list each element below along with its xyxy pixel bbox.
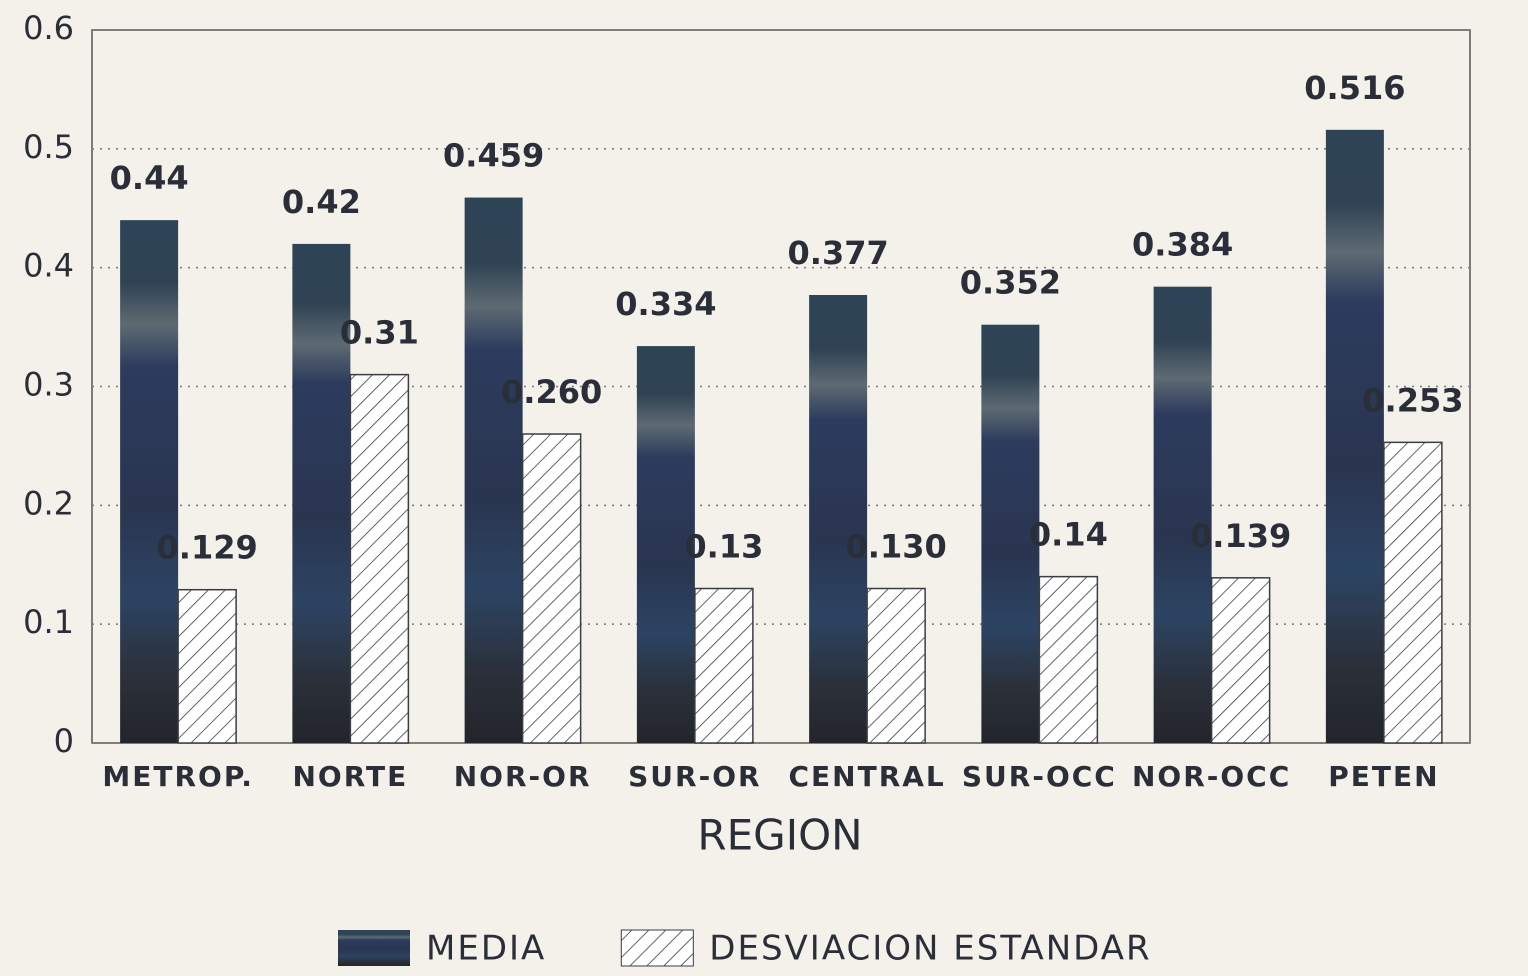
data-label: 0.14 [1029,516,1108,554]
data-label: 0.42 [282,183,361,221]
x-tick-label: CENTRAL [788,760,945,793]
x-tick-label: METROP. [102,760,253,793]
bar [1383,441,1443,744]
legend-swatch [620,929,694,967]
bar [866,587,926,744]
y-tick-label: 0.2 [23,484,74,522]
data-label: 0.260 [501,373,602,411]
legend-label: DESVIACION ESTANDAR [709,929,1151,969]
data-label: 0.384 [1132,226,1233,264]
bar [809,294,868,743]
bar [349,373,410,744]
x-tick-label: PETEN [1328,760,1439,793]
y-tick-label: 0.3 [23,366,74,404]
legend-label: MEDIA [426,929,546,969]
bar [177,588,237,744]
data-label: 0.129 [157,529,258,567]
data-label: 0.253 [1362,381,1463,419]
x-tick-label: SUR-OR [628,760,761,793]
x-axis-label: REGION [697,811,862,860]
bar [292,243,351,743]
data-label: 0.13 [684,528,763,566]
data-label: 0.334 [615,285,716,323]
data-label: 0.459 [443,137,544,175]
data-label: 0.139 [1190,517,1291,555]
y-tick-label: 0.1 [23,603,74,641]
bar [1153,286,1212,743]
data-label: 0.44 [110,159,189,197]
data-label: 0.130 [846,528,947,566]
y-tick-label: 0.4 [23,247,74,285]
data-label: 0.352 [960,264,1061,302]
y-tick-label: 0.5 [23,128,74,166]
data-label: 0.31 [340,314,419,352]
bar [1325,129,1384,743]
y-tick-label: 0.6 [23,9,74,47]
bar [636,346,695,743]
bar [981,324,1040,743]
x-tick-label: SUR-OCC [962,760,1117,793]
bar [464,197,523,743]
bar [1038,575,1099,744]
data-label: 0.377 [788,234,889,272]
x-tick-label: NOR-OCC [1132,760,1291,793]
bar [120,220,179,744]
x-tick-label: NOR-OR [454,760,592,793]
data-label: 0.516 [1304,69,1405,107]
bar [521,433,582,744]
legend-swatch [338,930,410,966]
bar [1210,577,1271,744]
x-tick-label: NORTE [292,760,408,793]
y-tick-label: 0 [54,722,74,760]
bar [694,587,754,744]
